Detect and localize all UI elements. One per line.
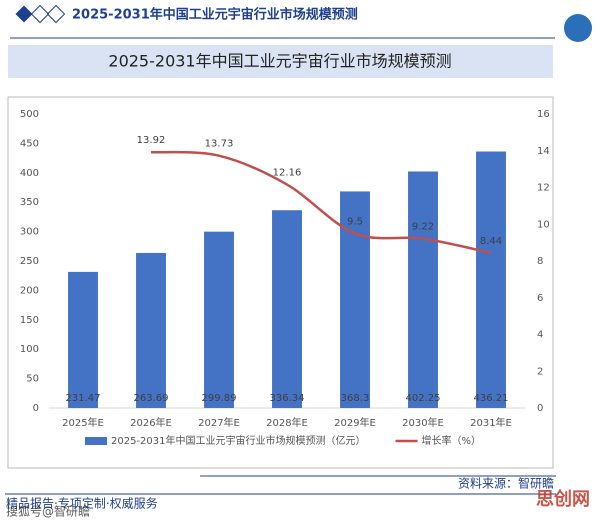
y2-tick-label: 12 xyxy=(537,183,550,194)
line-value-label: 9.5 xyxy=(347,216,363,227)
x-tick-label: 2025年E xyxy=(62,416,104,429)
y2-tick-label: 0 xyxy=(537,403,543,414)
bar xyxy=(408,171,438,408)
x-tick-label: 2031年E xyxy=(470,416,512,429)
legend-label: 2025-2031年中国工业元宇宙行业市场规模预测（亿元） xyxy=(111,434,366,447)
bar-value-label: 263.69 xyxy=(134,393,169,404)
y2-tick-label: 10 xyxy=(537,219,550,230)
watermark: 搜狐号@智研瞻 xyxy=(6,504,90,519)
footer: 精品报告·专项定制·权威服务 xyxy=(6,496,158,511)
bar xyxy=(68,271,98,408)
y-tick-label: 0 xyxy=(33,403,39,414)
legend-label: 增长率（%） xyxy=(422,434,482,447)
bar-value-label: 231.47 xyxy=(66,393,101,404)
y2-tick-label: 16 xyxy=(537,109,550,120)
line-value-label: 12.16 xyxy=(273,168,302,179)
y-tick-label: 300 xyxy=(20,227,39,238)
y-tick-label: 350 xyxy=(20,197,39,208)
banner xyxy=(8,45,553,78)
y-tick-label: 100 xyxy=(20,344,39,355)
header-title: 2025-2031年中国工业元宇宙行业市场规模预测 xyxy=(72,7,358,23)
y-tick-label: 400 xyxy=(20,168,39,179)
bar-value-label: 336.34 xyxy=(270,393,305,404)
y2-tick-label: 2 xyxy=(537,366,543,377)
line-value-label: 8.44 xyxy=(480,236,502,247)
banner-title: 2025-2031年中国工业元宇宙行业市场规模预测 xyxy=(108,52,451,71)
y-tick-label: 200 xyxy=(20,285,39,296)
bar-value-label: 368.3 xyxy=(341,393,370,404)
plot: 0 50 100 150 200 250 300 350 400 450 500 0 2 4 6 8 10 12 1… xyxy=(20,109,550,447)
bar-value-label: 402.25 xyxy=(406,393,441,404)
y-tick-label: 500 xyxy=(20,109,39,120)
y2-tick-label: 6 xyxy=(537,293,543,304)
watermark: 思创网 xyxy=(536,488,590,510)
source: 资料来源：智研瞻 xyxy=(458,476,554,491)
y2-tick-label: 8 xyxy=(537,256,543,267)
x-tick-label: 2027年E xyxy=(198,416,240,429)
y-tick-label: 150 xyxy=(20,315,39,326)
line-value-label: 13.73 xyxy=(205,139,234,150)
y-tick-label: 450 xyxy=(20,138,39,149)
legend-swatch xyxy=(85,437,107,445)
x-tick-label: 2026年E xyxy=(130,416,172,429)
bar xyxy=(476,151,506,408)
bar-value-label: 436.21 xyxy=(474,393,509,404)
line-value-label: 9.22 xyxy=(412,222,434,233)
y-tick-label: 50 xyxy=(26,374,39,385)
bar xyxy=(204,231,234,408)
bar xyxy=(136,252,166,408)
logo xyxy=(564,14,592,42)
header-icons xyxy=(15,4,66,24)
x-tick-label: 2028年E xyxy=(266,416,308,429)
y2-tick-label: 14 xyxy=(537,146,550,157)
line-value-label: 13.92 xyxy=(137,135,166,146)
y2-tick-label: 4 xyxy=(537,330,543,341)
x-tick-label: 2030年E xyxy=(402,416,444,429)
bar xyxy=(272,210,302,408)
bar-value-label: 299.89 xyxy=(202,393,237,404)
y-tick-label: 250 xyxy=(20,256,39,267)
x-tick-label: 2029年E xyxy=(334,416,376,429)
line xyxy=(150,150,492,255)
